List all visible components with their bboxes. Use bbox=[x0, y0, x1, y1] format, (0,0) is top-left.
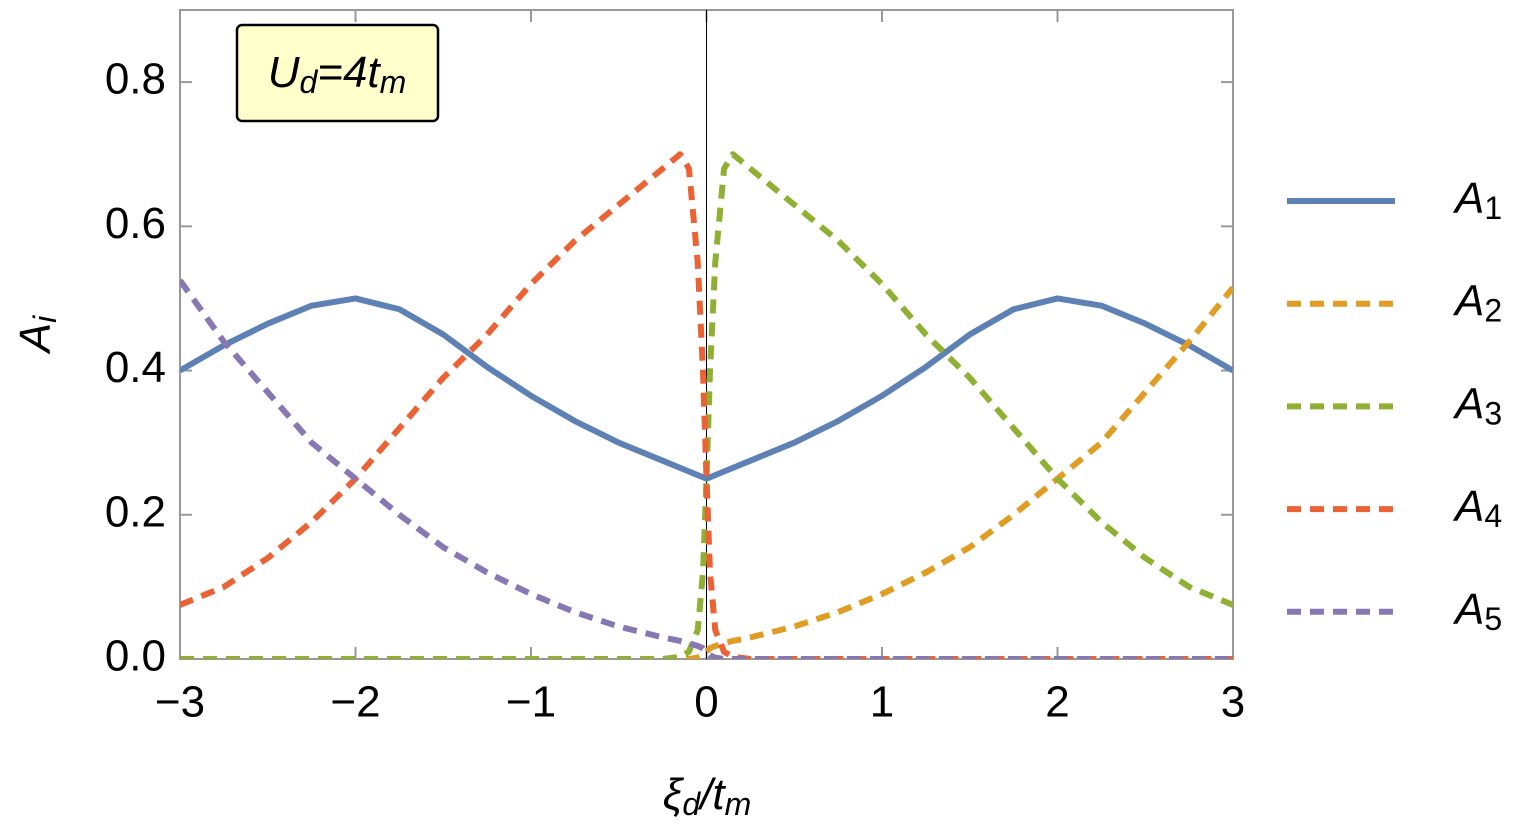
x-tick-label: 1 bbox=[870, 678, 894, 727]
text-part: /t bbox=[697, 770, 726, 819]
text-part: =4t bbox=[317, 48, 381, 97]
y-tick-label: 0.6 bbox=[105, 199, 166, 248]
subscript: m bbox=[380, 64, 407, 100]
legend-label: A5 bbox=[1452, 584, 1502, 636]
series-line bbox=[180, 295, 1233, 482]
x-tick-label: 0 bbox=[694, 678, 718, 727]
y-tick-label: 0.2 bbox=[105, 487, 166, 536]
annotation: Ud=4tm bbox=[268, 48, 407, 100]
subscript: d bbox=[682, 786, 701, 822]
annotation-box bbox=[235, 23, 440, 123]
x-tick-label: −3 bbox=[155, 678, 205, 727]
y-axis-label: Ai bbox=[11, 315, 63, 355]
legend-label: A1 bbox=[1452, 174, 1502, 226]
text-part: A bbox=[11, 323, 60, 355]
text-part: ξ bbox=[663, 770, 685, 819]
y-tick-label: 0.8 bbox=[105, 55, 166, 104]
x-tick-label: 3 bbox=[1221, 678, 1245, 727]
series-line bbox=[180, 151, 1233, 659]
x-tick-label: 2 bbox=[1045, 678, 1069, 727]
subscript: i bbox=[27, 315, 63, 323]
legend-label: A4 bbox=[1452, 482, 1502, 534]
subscript: m bbox=[725, 786, 752, 822]
x-tick-label: −2 bbox=[330, 678, 380, 727]
legend-label: A3 bbox=[1452, 379, 1502, 431]
series-line bbox=[180, 151, 1233, 659]
x-tick-label: −1 bbox=[506, 678, 556, 727]
y-tick-label: 0.0 bbox=[105, 632, 166, 681]
legend-label: A2 bbox=[1452, 276, 1502, 328]
y-tick-label: 0.4 bbox=[105, 343, 166, 392]
x-axis-label: ξd/tm bbox=[663, 770, 752, 822]
text-part: U bbox=[268, 48, 300, 97]
subscript: d bbox=[299, 64, 318, 100]
